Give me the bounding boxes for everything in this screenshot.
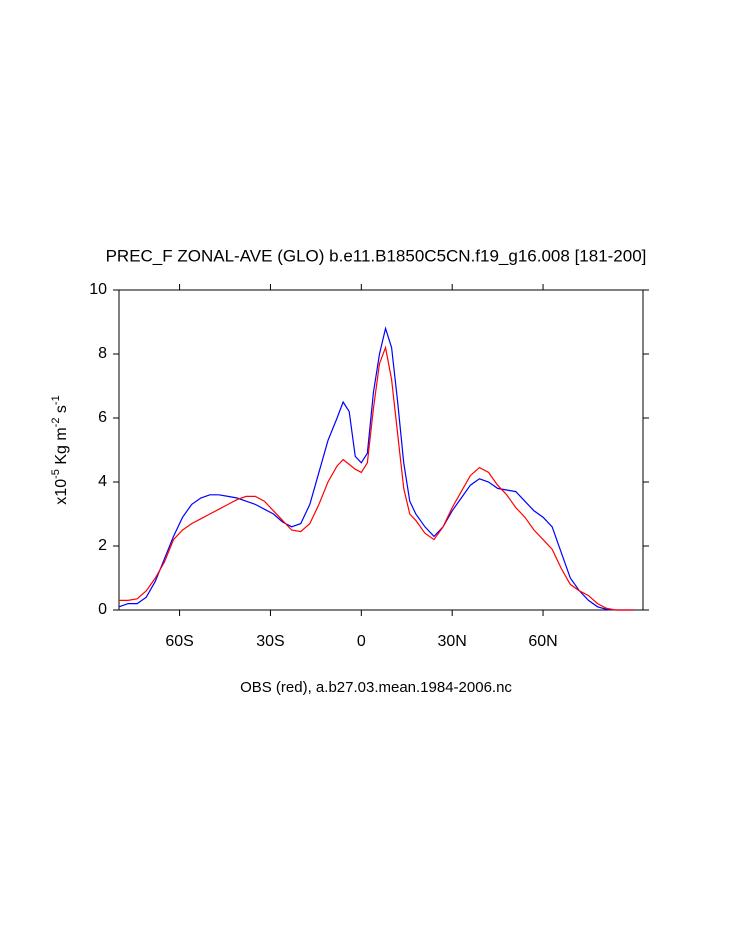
y-tick-label: 0 xyxy=(98,601,107,618)
plot-frame xyxy=(118,289,644,611)
y-tick-label: 10 xyxy=(89,281,107,298)
x-tick-label: 60S xyxy=(165,633,193,650)
x-tick-label: 30N xyxy=(437,633,466,650)
x-tick-label: 30S xyxy=(256,633,284,650)
chart-title: PREC_F ZONAL-AVE (GLO) b.e11.B1850C5CN.f… xyxy=(106,246,647,265)
x-tick-label: 0 xyxy=(357,633,366,650)
y-tick-label: 6 xyxy=(98,409,107,426)
x-tick-label: 60N xyxy=(528,633,557,650)
x-axis-label: OBS (red), a.b27.03.mean.1984-2006.nc xyxy=(240,679,512,696)
y-label-part: s xyxy=(53,405,70,417)
y-label-part: Kg m xyxy=(53,427,70,469)
y-tick-label: 4 xyxy=(98,473,107,490)
y-label-sup: -1 xyxy=(50,395,62,405)
y-tick-label: 8 xyxy=(98,345,107,362)
y-label-sup: -5 xyxy=(50,469,62,479)
y-tick-label: 2 xyxy=(98,537,107,554)
y-axis-label: x10-5 Kg m-2 s-1 xyxy=(50,395,70,504)
y-label-sup: -2 xyxy=(50,418,62,428)
y-label-part: x10 xyxy=(53,479,70,505)
series-line xyxy=(119,345,634,611)
series-line xyxy=(118,326,634,611)
